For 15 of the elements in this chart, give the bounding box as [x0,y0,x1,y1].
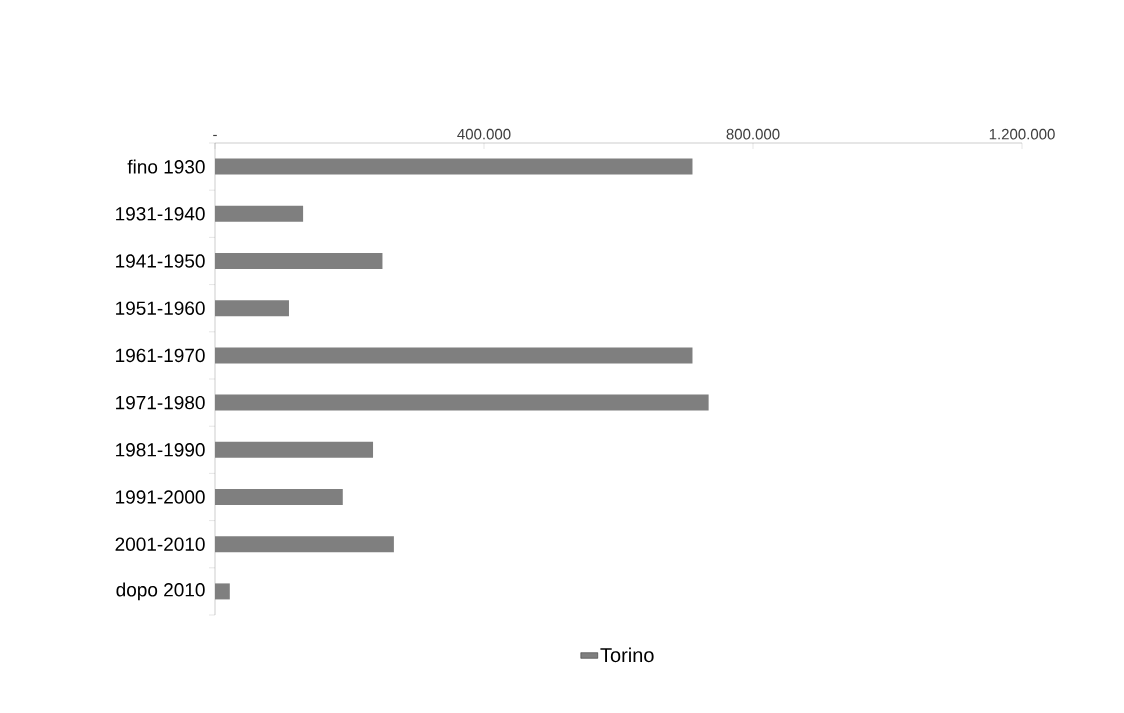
x-tick-label: 400.000 [457,128,511,140]
y-tick-label: 1991-2000 [116,490,205,504]
y-tick-label: dopo 2010 [116,582,205,601]
y-tick-label: 1961-1970 [116,348,205,363]
x-tick-label: 1.200.000 [989,128,1055,140]
y-tick-label: fino 1930 [127,159,205,174]
y-tick-label: 1951-1960 [116,301,205,315]
legend-label: Torino [600,647,654,663]
y-tick-label: 1941-1950 [116,254,205,268]
x-tick-label: - [213,134,217,137]
x-tick-label: 800.000 [726,128,780,140]
y-tick-label: 1981-1990 [116,443,205,457]
y-tick-label: 1971-1980 [116,395,205,410]
y-tick-label: 1931-1940 [116,207,205,221]
y-tick-label: 2001-2010 [115,537,205,551]
